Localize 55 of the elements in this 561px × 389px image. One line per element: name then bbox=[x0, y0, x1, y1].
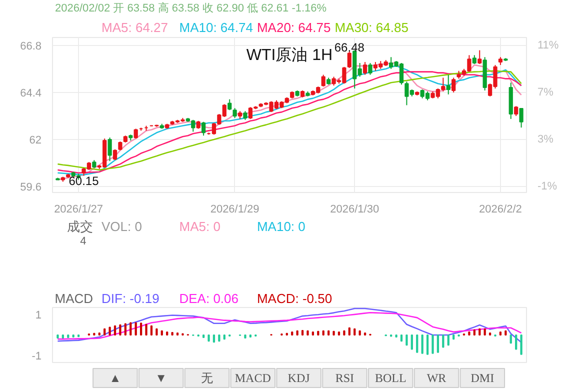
text: VOL: 0 bbox=[102, 219, 142, 234]
x-tick-label: 2026/1/29 bbox=[210, 204, 260, 216]
text: 无 bbox=[200, 371, 213, 385]
candlestick bbox=[112, 148, 118, 161]
y2-tick-label: 7% bbox=[538, 86, 554, 99]
y2-tick-label: -1% bbox=[538, 180, 558, 193]
y2-tick-label: 11% bbox=[538, 40, 559, 52]
candlestick bbox=[368, 62, 372, 76]
annotation: 66.48 bbox=[334, 40, 365, 55]
text: MA5: 64.27 bbox=[102, 20, 168, 35]
text: 4 bbox=[80, 236, 86, 248]
chart-title: MACD bbox=[54, 291, 94, 306]
y2-tick-label: 3% bbox=[538, 134, 554, 146]
candlestick bbox=[478, 50, 482, 64]
candlestick bbox=[519, 108, 524, 128]
text: MA30: 64.85 bbox=[334, 20, 408, 35]
candlestick bbox=[201, 121, 206, 136]
text: WTI原油 1H bbox=[246, 46, 333, 64]
y-tick-label: 1 bbox=[35, 310, 42, 322]
y-tick-label: 59.6 bbox=[20, 182, 42, 194]
text: MA5: 0 bbox=[179, 219, 220, 234]
text: RSI bbox=[335, 371, 354, 385]
series-label: MACD: -0.50 bbox=[256, 291, 332, 306]
candlestick bbox=[228, 98, 232, 111]
y-tick-label: 66.8 bbox=[20, 40, 42, 52]
chart-subtitle: 2026/02/02 开 63.58 高 63.58 收 62.90 低 62.61 -1.16% bbox=[55, 2, 327, 14]
text: ▲ bbox=[109, 371, 122, 385]
text: BOLL bbox=[374, 371, 406, 385]
text: 成交 bbox=[67, 219, 94, 234]
x-tick-label: 2026/1/30 bbox=[330, 204, 380, 216]
series-label: DEA: 0.06 bbox=[179, 291, 239, 306]
candlestick bbox=[321, 74, 326, 88]
text: MA10: 64.74 bbox=[179, 20, 253, 35]
candlestick bbox=[108, 137, 112, 162]
text: MA20: 64.75 bbox=[256, 20, 331, 35]
annotation: 60.15 bbox=[68, 174, 100, 188]
series-label: DIF: -0.19 bbox=[102, 291, 160, 306]
text: WR bbox=[426, 371, 446, 385]
y-tick-label: -1 bbox=[32, 350, 42, 362]
candlestick bbox=[446, 74, 450, 95]
text: KDJ bbox=[288, 371, 310, 385]
text: ▼ bbox=[155, 371, 168, 385]
candlestick bbox=[232, 108, 237, 118]
text: DMI bbox=[470, 371, 494, 385]
candlestick bbox=[347, 51, 352, 68]
x-tick-label: 2026/2/2 bbox=[479, 204, 522, 216]
text: MACD bbox=[234, 371, 272, 385]
candlestick bbox=[362, 62, 368, 76]
candlestick bbox=[452, 77, 456, 93]
candlestick bbox=[134, 128, 138, 140]
x-tick-label: 2026/1/27 bbox=[54, 204, 104, 216]
y-tick-label: 62 bbox=[29, 134, 42, 147]
y-tick-label: 64.4 bbox=[20, 87, 42, 100]
text: MA10: 0 bbox=[256, 219, 306, 234]
candlestick bbox=[514, 106, 518, 116]
